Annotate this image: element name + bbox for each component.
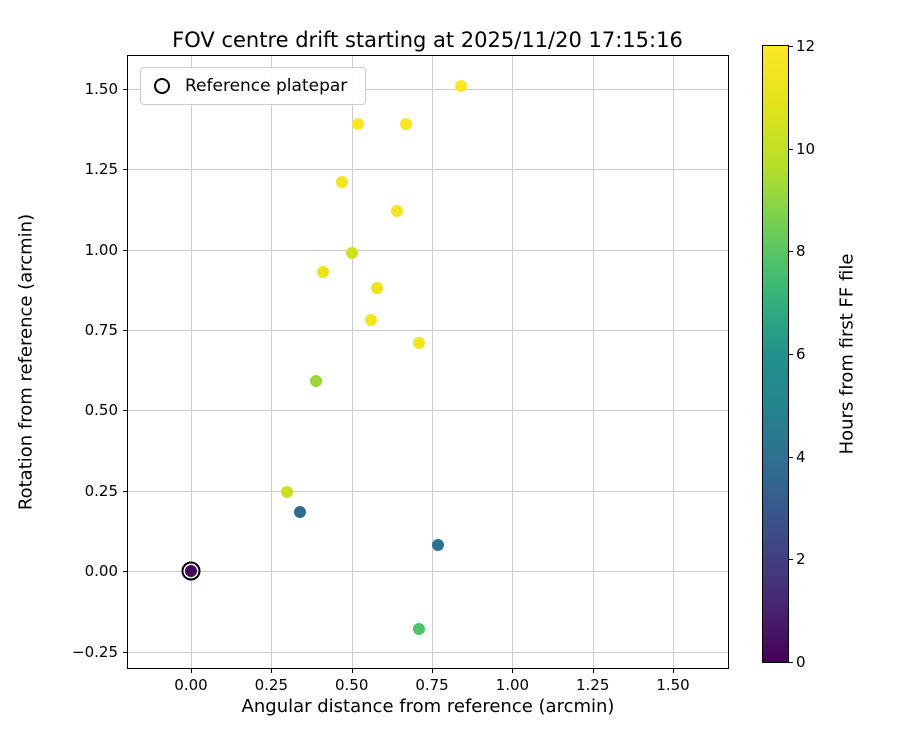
scatter-point [400,118,413,131]
colorbar-tick-label: 0 [796,653,806,671]
x-tick-mark [512,668,514,673]
y-tick-label: 0.50 [84,401,118,420]
reference-platepar-marker-icon [154,78,170,94]
colorbar-tick-mark [788,148,793,150]
x-tick-label: 0.00 [174,676,208,694]
y-tick-label: 1.25 [84,160,118,179]
y-tick-label: 0.25 [84,481,118,500]
y-gridline [128,490,728,492]
reference-platepar-ring [181,561,201,581]
scatter-point [432,539,445,552]
scatter-point [336,176,349,189]
scatter-point [316,266,329,279]
y-tick-mark [123,571,128,573]
y-gridline [128,169,728,171]
x-gridline [512,56,514,668]
x-axis-label: Angular distance from reference (arcmin) [241,696,615,717]
scatter-point [310,375,323,388]
scatter-point [184,565,197,578]
x-gridline [190,56,192,668]
scatter-point [413,623,426,636]
scatter-point [371,282,384,295]
legend: Reference platepar [140,67,367,105]
y-tick-mark [123,249,128,251]
scatter-point [352,118,365,131]
colorbar-tick-mark [788,559,793,561]
y-gridline [128,249,728,251]
y-tick-label: 1.00 [84,240,118,259]
y-tick-mark [123,169,128,171]
y-axis-label: Rotation from reference (arcmin) [15,213,37,511]
x-tick-mark [592,668,594,673]
chart-title: FOV centre drift starting at 2025/11/20 … [172,28,683,52]
colorbar-tick-label: 6 [796,345,806,363]
colorbar-tick-mark [788,46,793,47]
scatter-point [281,486,294,499]
x-tick-label: 1.50 [656,676,690,694]
y-gridline [128,651,728,653]
x-tick-mark [351,668,353,673]
scatter-point [454,79,467,92]
colorbar: 0 2 4 6 8 10 12 [762,37,815,671]
y-tick-mark [123,410,128,412]
y-tick-mark [123,651,128,653]
y-tick-label: 0.75 [84,321,118,339]
colorbar-tick-mark [788,251,793,253]
scatter-point [345,246,358,259]
x-gridline [271,56,273,668]
y-tick-mark [123,330,128,331]
x-tick-label: 0.50 [334,676,369,694]
colorbar-tick-label: 10 [796,139,816,158]
scatter-point [294,505,307,518]
x-tick-mark [190,668,192,673]
y-gridline [128,410,728,412]
plot-area: Reference platepar 0.00 0.25 0.50 0.75 1.00 1… [72,55,729,694]
colorbar-tick-label: 8 [796,242,806,261]
x-tick-label: 0.75 [415,676,449,694]
colorbar-tick-label: 12 [796,37,816,55]
legend-label: Reference platepar [185,76,348,96]
x-tick-label: 1.00 [495,676,530,694]
x-tick-mark [432,668,434,673]
colorbar-tick-mark [788,354,793,355]
colorbar-label: Hours from first FF file [836,253,858,455]
scatter-point [413,336,426,349]
y-tick-mark [123,490,128,492]
x-tick-mark [271,668,273,673]
x-tick-mark [673,668,675,673]
x-tick-label: 0.25 [254,676,289,694]
x-gridline [351,56,353,668]
scatter-point [364,314,377,327]
y-tick-label: 1.50 [84,79,118,98]
colorbar-tick-mark [788,662,793,663]
x-gridline [673,56,675,668]
scatter-point [390,205,403,217]
colorbar-tick-label: 2 [796,550,806,569]
y-tick-label: −0.25 [72,642,118,661]
y-gridline [128,571,728,573]
x-gridline [592,56,594,668]
x-tick-label: 1.25 [575,676,610,694]
colorbar-tick-mark [788,456,793,458]
colorbar-tick-label: 4 [796,447,806,466]
y-tick-mark [123,88,128,90]
x-gridline [432,56,434,668]
y-gridline [128,330,728,331]
y-gridline [128,88,728,90]
y-tick-label: 0.00 [84,562,118,581]
